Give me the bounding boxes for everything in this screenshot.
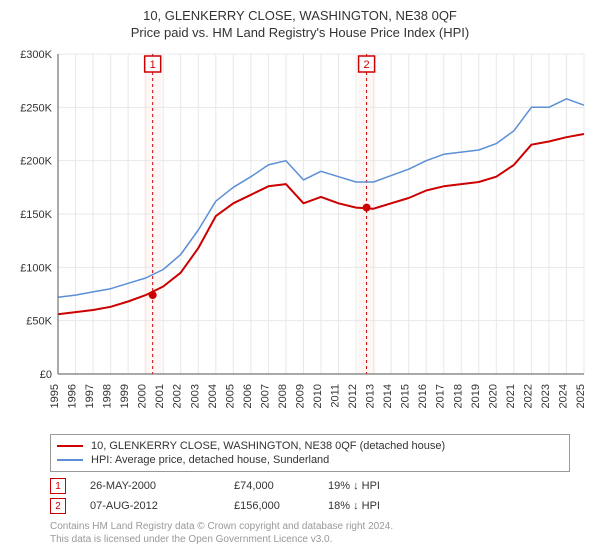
svg-text:2022: 2022 <box>522 384 534 408</box>
price-chart: £0 £50K £100K £150K £200K £250K £300K 1995 1996 1… <box>12 48 588 428</box>
sale-date: 07-AUG-2012 <box>90 500 210 512</box>
sale-pct: 19% ↓ HPI <box>328 480 418 492</box>
sale-row: 2 07-AUG-2012 £156,000 18% ↓ HPI <box>50 498 588 514</box>
svg-text:2015: 2015 <box>400 384 412 408</box>
sale-row: 1 26-MAY-2000 £74,000 19% ↓ HPI <box>50 478 588 494</box>
svg-text:2006: 2006 <box>242 384 254 408</box>
svg-text:£200K: £200K <box>20 156 52 168</box>
svg-text:2009: 2009 <box>294 384 306 408</box>
svg-text:2003: 2003 <box>189 384 201 408</box>
svg-text:2023: 2023 <box>540 384 552 408</box>
svg-text:1998: 1998 <box>102 384 114 408</box>
chart-title: 10, GLENKERRY CLOSE, WASHINGTON, NE38 0Q… <box>12 8 588 23</box>
svg-text:2007: 2007 <box>259 384 271 408</box>
svg-text:2004: 2004 <box>207 384 219 408</box>
legend-swatch-price <box>57 445 83 447</box>
chart-subtitle: Price paid vs. HM Land Registry's House … <box>12 25 588 40</box>
legend: 10, GLENKERRY CLOSE, WASHINGTON, NE38 0Q… <box>50 434 570 472</box>
svg-text:£250K: £250K <box>20 102 52 114</box>
footer-line: Contains HM Land Registry data © Crown c… <box>50 520 588 533</box>
legend-label: 10, GLENKERRY CLOSE, WASHINGTON, NE38 0Q… <box>91 440 445 452</box>
sale-price: £74,000 <box>234 480 304 492</box>
svg-text:£100K: £100K <box>20 262 52 274</box>
legend-row: 10, GLENKERRY CLOSE, WASHINGTON, NE38 0Q… <box>57 439 563 453</box>
sale-pct: 18% ↓ HPI <box>328 500 418 512</box>
footer-attribution: Contains HM Land Registry data © Crown c… <box>50 520 588 546</box>
svg-text:2019: 2019 <box>470 384 482 408</box>
svg-text:2002: 2002 <box>172 384 184 408</box>
legend-row: HPI: Average price, detached house, Sund… <box>57 453 563 467</box>
svg-text:2013: 2013 <box>365 384 377 408</box>
svg-text:2011: 2011 <box>330 384 342 408</box>
chart-canvas: £0 £50K £100K £150K £200K £250K £300K 1995 1996 1… <box>12 48 588 428</box>
svg-text:2024: 2024 <box>557 384 569 408</box>
svg-text:2012: 2012 <box>347 384 359 408</box>
svg-text:2: 2 <box>364 59 370 71</box>
sale-marker-2: 2 <box>50 498 66 514</box>
legend-swatch-hpi <box>57 459 83 461</box>
svg-text:£50K: £50K <box>26 316 52 328</box>
sale-date: 26-MAY-2000 <box>90 480 210 492</box>
svg-text:1: 1 <box>150 59 156 71</box>
svg-text:2016: 2016 <box>417 384 429 408</box>
svg-text:1995: 1995 <box>49 384 61 408</box>
legend-label: HPI: Average price, detached house, Sund… <box>91 454 329 466</box>
svg-text:£0: £0 <box>40 369 52 381</box>
svg-text:2021: 2021 <box>505 384 517 408</box>
svg-text:2000: 2000 <box>137 384 149 408</box>
sale-price: £156,000 <box>234 500 304 512</box>
svg-text:2025: 2025 <box>575 384 587 408</box>
svg-text:1999: 1999 <box>119 384 131 408</box>
footer-line: This data is licensed under the Open Gov… <box>50 533 588 546</box>
sales-table: 1 26-MAY-2000 £74,000 19% ↓ HPI 2 07-AUG… <box>50 478 588 514</box>
svg-text:1997: 1997 <box>84 384 96 408</box>
svg-text:2010: 2010 <box>312 384 324 408</box>
svg-text:£150K: £150K <box>20 209 52 221</box>
svg-text:2001: 2001 <box>154 384 166 408</box>
svg-text:2017: 2017 <box>435 384 447 408</box>
svg-text:1996: 1996 <box>67 384 79 408</box>
svg-text:2014: 2014 <box>382 384 394 408</box>
svg-text:2020: 2020 <box>487 384 499 408</box>
sale-marker-1: 1 <box>50 478 66 494</box>
svg-text:2008: 2008 <box>277 384 289 408</box>
svg-text:£300K: £300K <box>20 49 52 61</box>
svg-text:2005: 2005 <box>224 384 236 408</box>
svg-text:2018: 2018 <box>452 384 464 408</box>
